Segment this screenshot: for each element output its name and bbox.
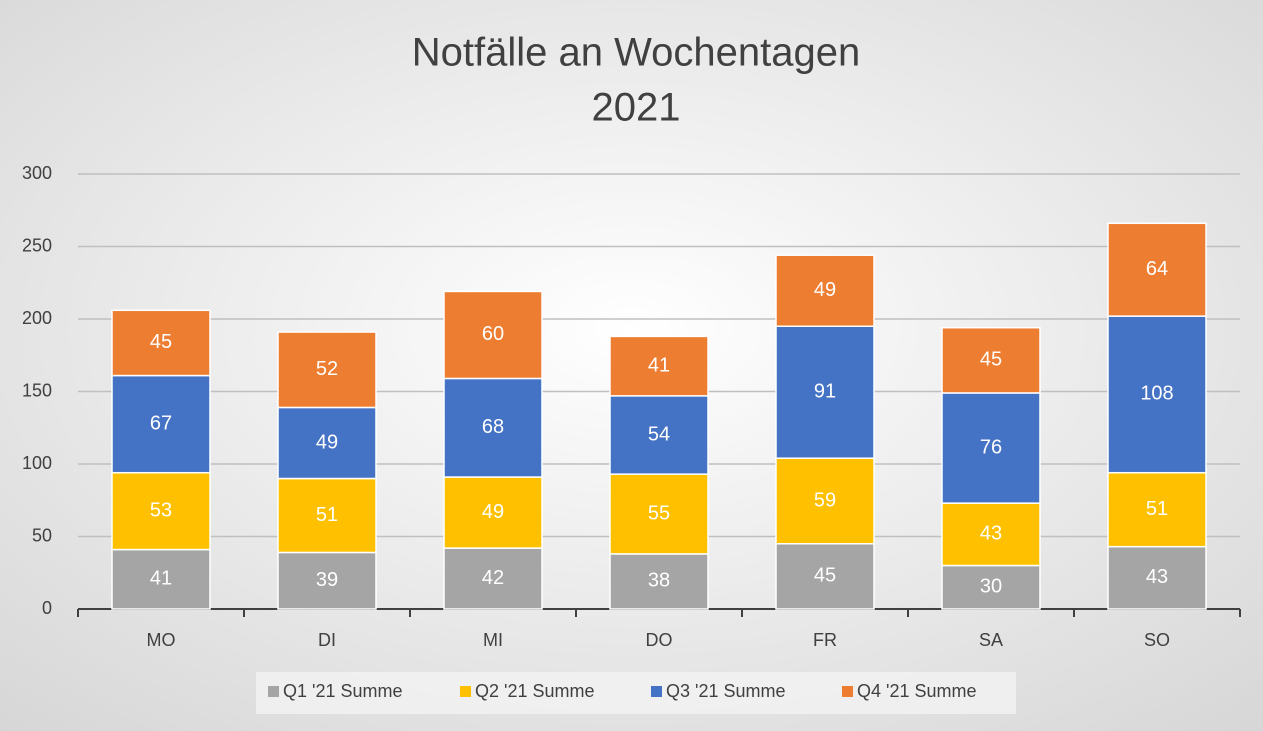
bar-segment xyxy=(941,392,1041,504)
data-label: 60 xyxy=(482,323,504,345)
bar-segment xyxy=(443,547,543,610)
bar-segment xyxy=(609,553,709,610)
bar-segment xyxy=(609,473,709,555)
data-label: 49 xyxy=(316,431,338,453)
x-tick-label: MI xyxy=(483,630,503,650)
bar-segment xyxy=(1107,471,1207,548)
bar-segment xyxy=(277,551,377,610)
bar-segment xyxy=(111,471,211,551)
data-label: 53 xyxy=(150,499,172,521)
legend-swatch xyxy=(651,686,662,697)
legend-label: Q2 '21 Summe xyxy=(475,681,595,701)
bar-segment xyxy=(111,374,211,474)
y-tick-label: 150 xyxy=(22,380,52,400)
bar-segment xyxy=(443,377,543,478)
data-label: 76 xyxy=(980,436,1002,458)
data-label: 30 xyxy=(980,576,1002,598)
data-label: 54 xyxy=(648,423,670,445)
data-label: 52 xyxy=(316,358,338,380)
bar-segment xyxy=(111,548,211,610)
bar-segment xyxy=(941,502,1041,567)
bar-segment xyxy=(443,290,543,380)
data-label: 38 xyxy=(648,570,670,592)
data-label: 49 xyxy=(814,279,836,301)
data-label: 39 xyxy=(316,569,338,591)
data-label: 64 xyxy=(1146,258,1168,280)
x-tick-label: MO xyxy=(147,630,176,650)
bar-segment xyxy=(609,395,709,475)
data-label: 91 xyxy=(814,381,836,403)
bar-segment xyxy=(1107,545,1207,610)
y-tick-label: 250 xyxy=(22,235,52,255)
x-tick-label: DO xyxy=(646,630,673,650)
data-label: 55 xyxy=(648,502,670,524)
legend-label: Q4 '21 Summe xyxy=(857,681,977,701)
legend-label: Q1 '21 Summe xyxy=(283,681,403,701)
data-label: 51 xyxy=(316,504,338,526)
bar-segment xyxy=(277,331,377,409)
bar-segment xyxy=(609,335,709,397)
y-tick-label: 0 xyxy=(42,598,52,618)
legend-box xyxy=(256,672,1016,714)
x-tick-label: SA xyxy=(979,630,1003,650)
x-tick-label: SO xyxy=(1144,630,1170,650)
legend-swatch xyxy=(460,686,471,697)
legend-label: Q3 '21 Summe xyxy=(666,681,786,701)
data-label: 41 xyxy=(648,354,670,376)
bar-segment xyxy=(775,325,875,459)
y-tick-label: 300 xyxy=(22,163,52,183)
bar-segment xyxy=(775,457,875,545)
bar-segment xyxy=(277,406,377,480)
bar-segment xyxy=(941,564,1041,610)
data-label: 45 xyxy=(814,565,836,587)
data-label: 42 xyxy=(482,567,504,589)
data-label: 41 xyxy=(150,568,172,590)
data-label: 43 xyxy=(980,523,1002,545)
bar-segment xyxy=(941,326,1041,394)
bar-segment xyxy=(775,254,875,327)
data-label: 43 xyxy=(1146,566,1168,588)
chart-title: Notfälle an Wochentagen xyxy=(412,31,860,75)
legend-swatch xyxy=(842,686,853,697)
bar-segment xyxy=(277,477,377,554)
bar-segment xyxy=(111,309,211,377)
data-label: 51 xyxy=(1146,498,1168,520)
data-label: 59 xyxy=(814,489,836,511)
x-tick-label: DI xyxy=(318,630,336,650)
y-tick-label: 50 xyxy=(32,525,52,545)
data-label: 108 xyxy=(1140,383,1173,405)
y-tick-label: 100 xyxy=(22,453,52,473)
bar-segment xyxy=(775,543,875,610)
data-label: 45 xyxy=(980,349,1002,371)
data-label: 45 xyxy=(150,331,172,353)
data-label: 67 xyxy=(150,412,172,434)
chart-subtitle: 2021 xyxy=(592,86,681,130)
legend-swatch xyxy=(268,686,279,697)
data-label: 49 xyxy=(482,501,504,523)
bar-segment xyxy=(1107,222,1207,317)
y-tick-label: 200 xyxy=(22,308,52,328)
x-tick-label: FR xyxy=(813,630,837,650)
data-label: 68 xyxy=(482,416,504,438)
